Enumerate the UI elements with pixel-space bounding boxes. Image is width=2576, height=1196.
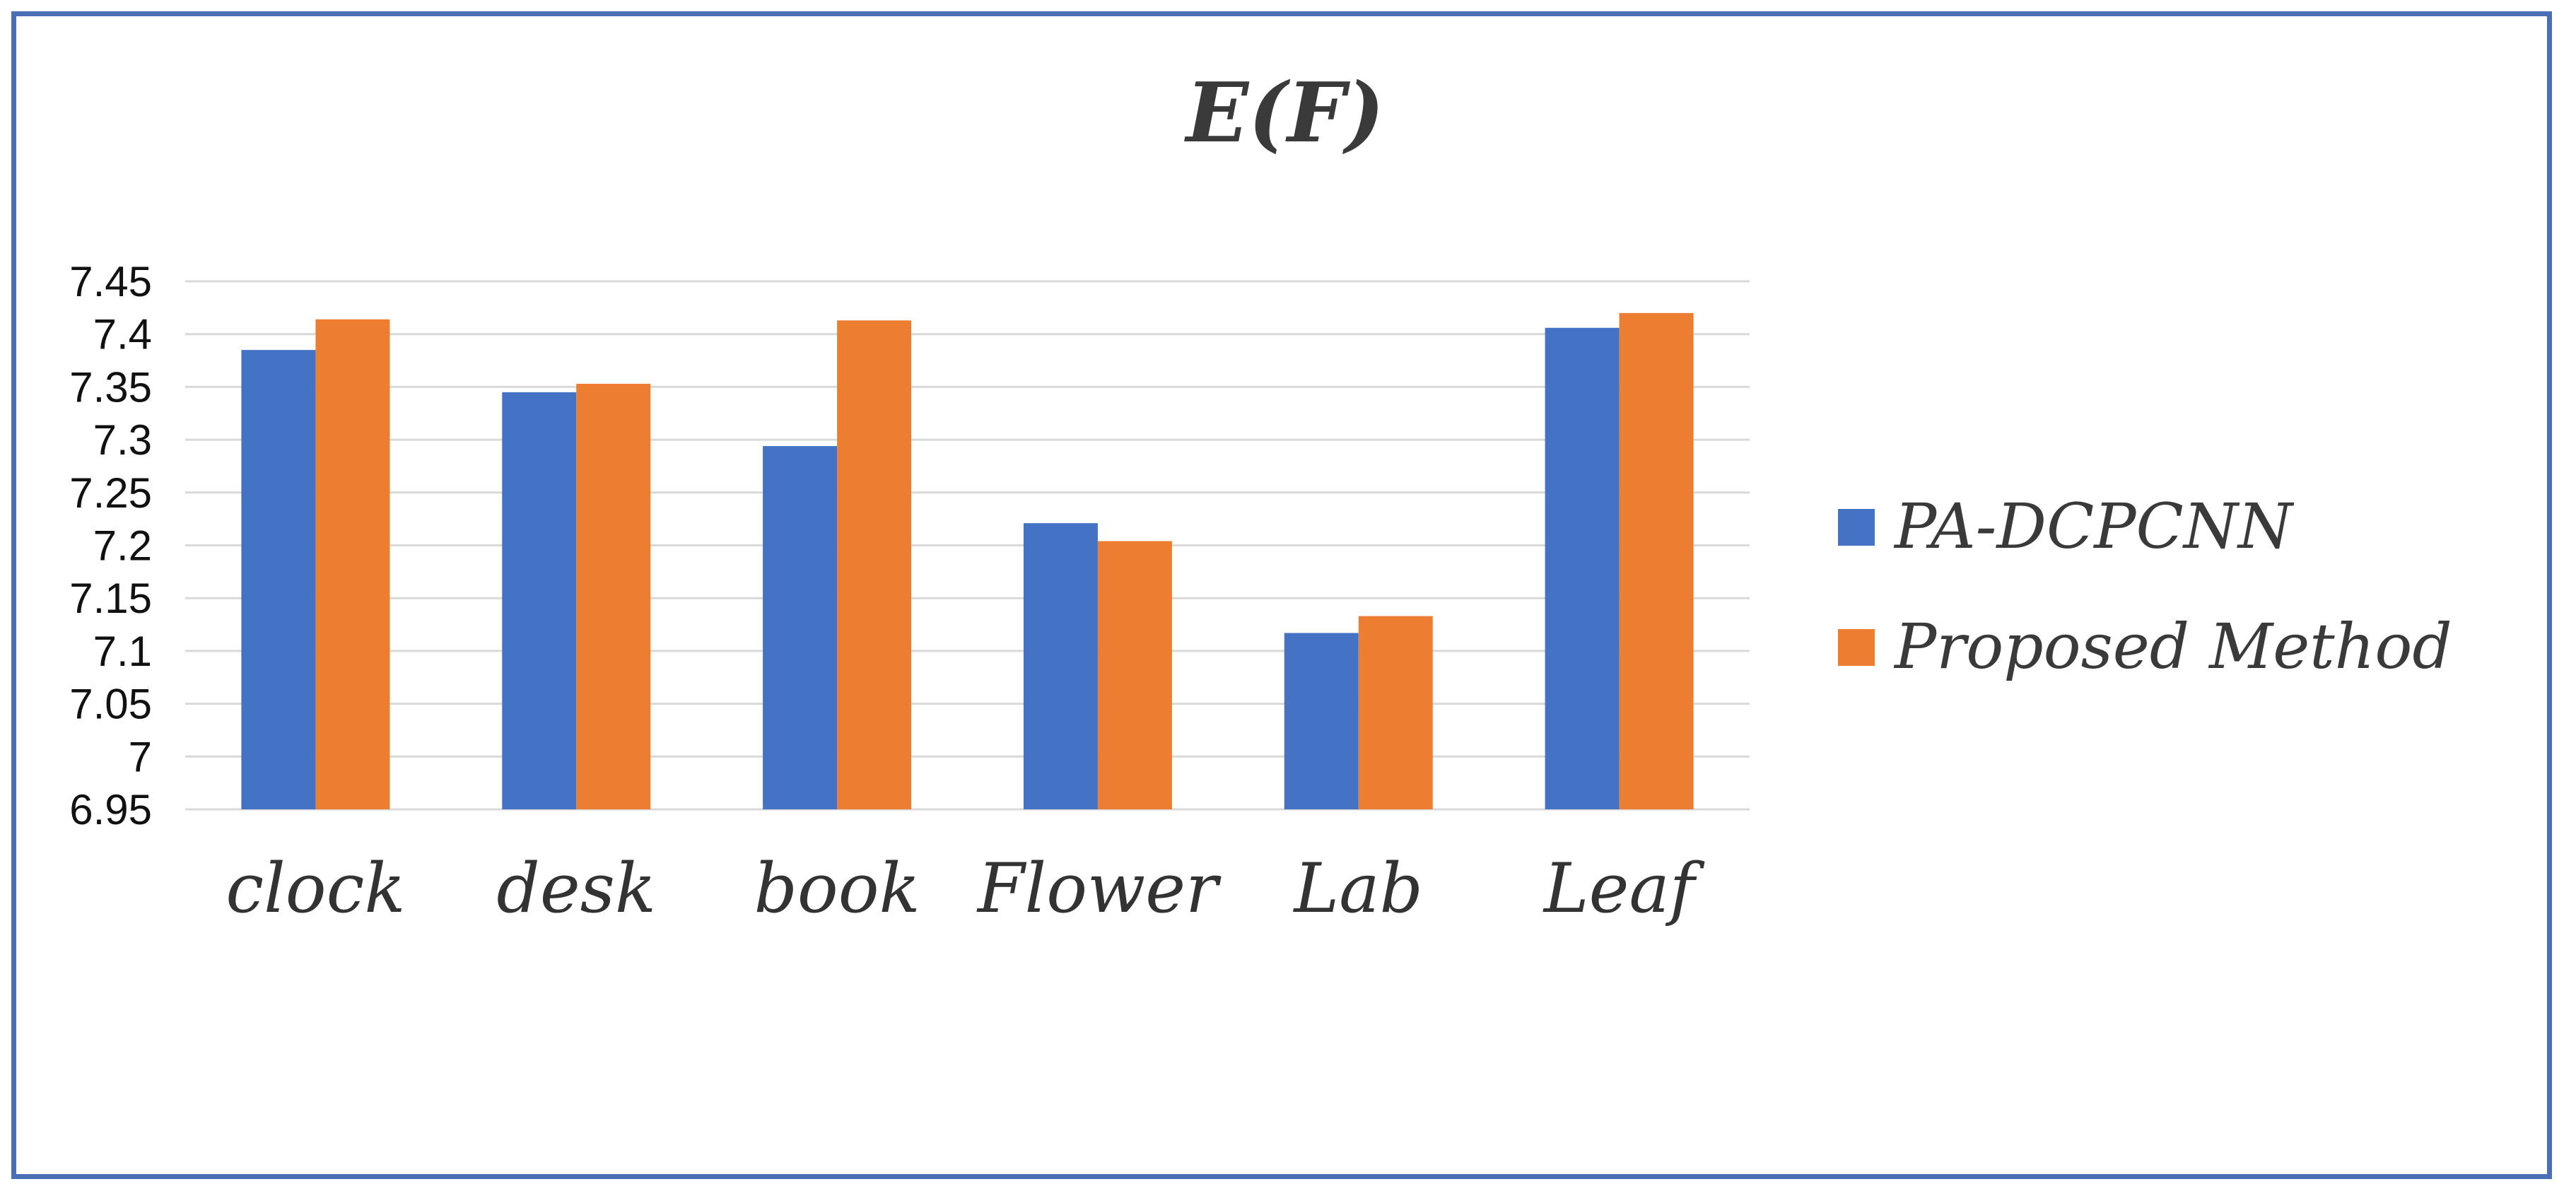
x-tick-label: Flower: [976, 849, 1222, 928]
y-tick-label: 7.4: [93, 311, 152, 358]
legend-label: PA-DCPCNN: [1893, 490, 2295, 563]
bar-clock-pa-dcpcnn: [241, 350, 316, 809]
y-tick-label: 7.35: [69, 363, 152, 411]
gridlines: [185, 280, 1750, 811]
legend-swatch: [1838, 629, 1875, 666]
y-tick-label: 7: [129, 733, 152, 780]
x-tick-label: desk: [496, 849, 656, 928]
x-tick-label: clock: [226, 849, 405, 928]
bar-lab-pa-dcpcnn: [1284, 633, 1359, 809]
y-tick-label: 6.95: [69, 786, 152, 833]
bar-desk-proposed-method: [576, 383, 651, 809]
x-tick-label: Lab: [1293, 849, 1423, 928]
bar-book-pa-dcpcnn: [763, 446, 838, 809]
y-tick-label: 7.2: [93, 522, 152, 570]
y-tick-label: 7.45: [69, 258, 152, 305]
bars: [241, 312, 1694, 810]
y-tick-label: 7.15: [69, 575, 152, 622]
bar-flower-proposed-method: [1097, 541, 1172, 809]
legend-swatch: [1838, 509, 1875, 546]
x-tick-label: Leaf: [1542, 849, 1705, 928]
y-tick-label: 7.05: [69, 681, 152, 728]
bar-leaf-proposed-method: [1619, 312, 1694, 809]
bar-clock-proposed-method: [315, 319, 390, 809]
legend-label: Proposed Method: [1893, 610, 2452, 683]
y-tick-label: 7.1: [93, 628, 152, 675]
x-tick-label: book: [754, 849, 920, 928]
chart-title: E(F): [1184, 65, 1385, 161]
y-tick-label: 7.25: [69, 469, 152, 517]
bar-book-proposed-method: [837, 320, 912, 809]
bar-flower-pa-dcpcnn: [1023, 523, 1098, 809]
bar-lab-proposed-method: [1358, 616, 1433, 809]
bar-leaf-pa-dcpcnn: [1545, 327, 1620, 810]
x-axis-ticks: clock desk book Flower Lab Leaf: [226, 849, 1704, 928]
bar-desk-pa-dcpcnn: [502, 392, 577, 809]
legend: PA-DCPCNN Proposed Method: [1838, 490, 2452, 683]
y-axis-ticks: 6.95 7 7.05 7.1 7.15 7.2 7.25 7.3 7.35 7.4 7.45: [69, 258, 152, 833]
y-tick-label: 7.3: [93, 416, 152, 464]
chart-frame: [11, 11, 2552, 1179]
